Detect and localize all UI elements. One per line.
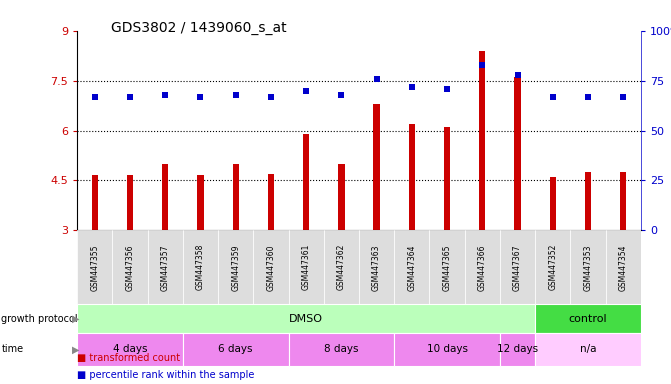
Bar xyxy=(303,134,309,230)
Point xyxy=(407,84,417,90)
Text: growth protocol: growth protocol xyxy=(1,314,78,324)
Bar xyxy=(535,304,641,333)
Point xyxy=(512,71,523,78)
Bar xyxy=(500,333,535,366)
Text: control: control xyxy=(568,314,607,324)
Point xyxy=(477,61,488,68)
Text: ■ transformed count: ■ transformed count xyxy=(77,353,180,362)
Point xyxy=(618,94,629,100)
Bar xyxy=(500,230,535,304)
Text: n/a: n/a xyxy=(580,344,597,354)
Text: DMSO: DMSO xyxy=(289,314,323,324)
Text: GSM447355: GSM447355 xyxy=(91,244,99,291)
Text: GSM447361: GSM447361 xyxy=(302,244,311,290)
Point xyxy=(371,76,382,82)
Text: GSM447367: GSM447367 xyxy=(513,244,522,291)
Bar xyxy=(535,230,570,304)
Text: GSM447357: GSM447357 xyxy=(161,244,170,291)
Bar xyxy=(550,177,556,230)
Bar xyxy=(429,230,464,304)
Bar xyxy=(127,175,133,230)
Text: GSM447352: GSM447352 xyxy=(548,244,557,290)
Bar xyxy=(479,51,485,230)
Text: 8 days: 8 days xyxy=(324,344,358,354)
Point xyxy=(548,94,558,100)
Point xyxy=(266,94,276,100)
Point xyxy=(125,94,136,100)
Text: GSM447362: GSM447362 xyxy=(337,244,346,290)
Text: GSM447365: GSM447365 xyxy=(443,244,452,291)
Bar xyxy=(359,230,395,304)
Bar xyxy=(570,230,605,304)
Text: ■ percentile rank within the sample: ■ percentile rank within the sample xyxy=(77,370,254,380)
Point xyxy=(336,91,347,98)
Bar xyxy=(464,230,500,304)
Text: ▶: ▶ xyxy=(72,314,80,324)
Bar xyxy=(620,172,626,230)
Bar xyxy=(148,230,183,304)
Bar xyxy=(77,333,183,366)
Text: GSM447364: GSM447364 xyxy=(407,244,416,291)
Bar xyxy=(218,230,253,304)
Text: GSM447354: GSM447354 xyxy=(619,244,627,291)
Text: GDS3802 / 1439060_s_at: GDS3802 / 1439060_s_at xyxy=(111,21,287,35)
Text: GSM447358: GSM447358 xyxy=(196,244,205,290)
Point xyxy=(89,94,100,100)
Text: 12 days: 12 days xyxy=(497,344,538,354)
Bar xyxy=(289,230,323,304)
Bar xyxy=(268,174,274,230)
Bar xyxy=(254,230,289,304)
Point xyxy=(160,91,170,98)
Bar xyxy=(535,333,641,366)
Text: GSM447366: GSM447366 xyxy=(478,244,486,291)
Point xyxy=(442,86,452,92)
Text: time: time xyxy=(1,344,23,354)
Point xyxy=(582,94,593,100)
Bar xyxy=(323,230,359,304)
Point xyxy=(195,94,206,100)
Text: ▶: ▶ xyxy=(72,344,80,354)
Text: 6 days: 6 days xyxy=(219,344,253,354)
Point xyxy=(301,88,311,94)
Text: GSM447356: GSM447356 xyxy=(125,244,134,291)
Bar xyxy=(338,164,344,230)
Bar xyxy=(515,77,521,230)
Text: GSM447363: GSM447363 xyxy=(372,244,381,291)
Bar xyxy=(409,124,415,230)
Bar xyxy=(233,164,239,230)
Bar xyxy=(183,230,218,304)
Bar xyxy=(444,127,450,230)
Bar xyxy=(289,333,394,366)
Text: 4 days: 4 days xyxy=(113,344,147,354)
Bar xyxy=(394,333,500,366)
Bar xyxy=(77,304,535,333)
Bar xyxy=(162,164,168,230)
Point xyxy=(230,91,241,98)
Bar xyxy=(113,230,148,304)
Bar xyxy=(197,175,203,230)
Bar xyxy=(77,230,113,304)
Bar xyxy=(374,104,380,230)
Bar xyxy=(585,172,591,230)
Bar xyxy=(92,175,98,230)
Text: GSM447353: GSM447353 xyxy=(584,244,592,291)
Bar xyxy=(394,230,429,304)
Text: GSM447360: GSM447360 xyxy=(266,244,275,291)
Text: 10 days: 10 days xyxy=(427,344,468,354)
Bar xyxy=(183,333,289,366)
Text: GSM447359: GSM447359 xyxy=(231,244,240,291)
Bar xyxy=(605,230,641,304)
